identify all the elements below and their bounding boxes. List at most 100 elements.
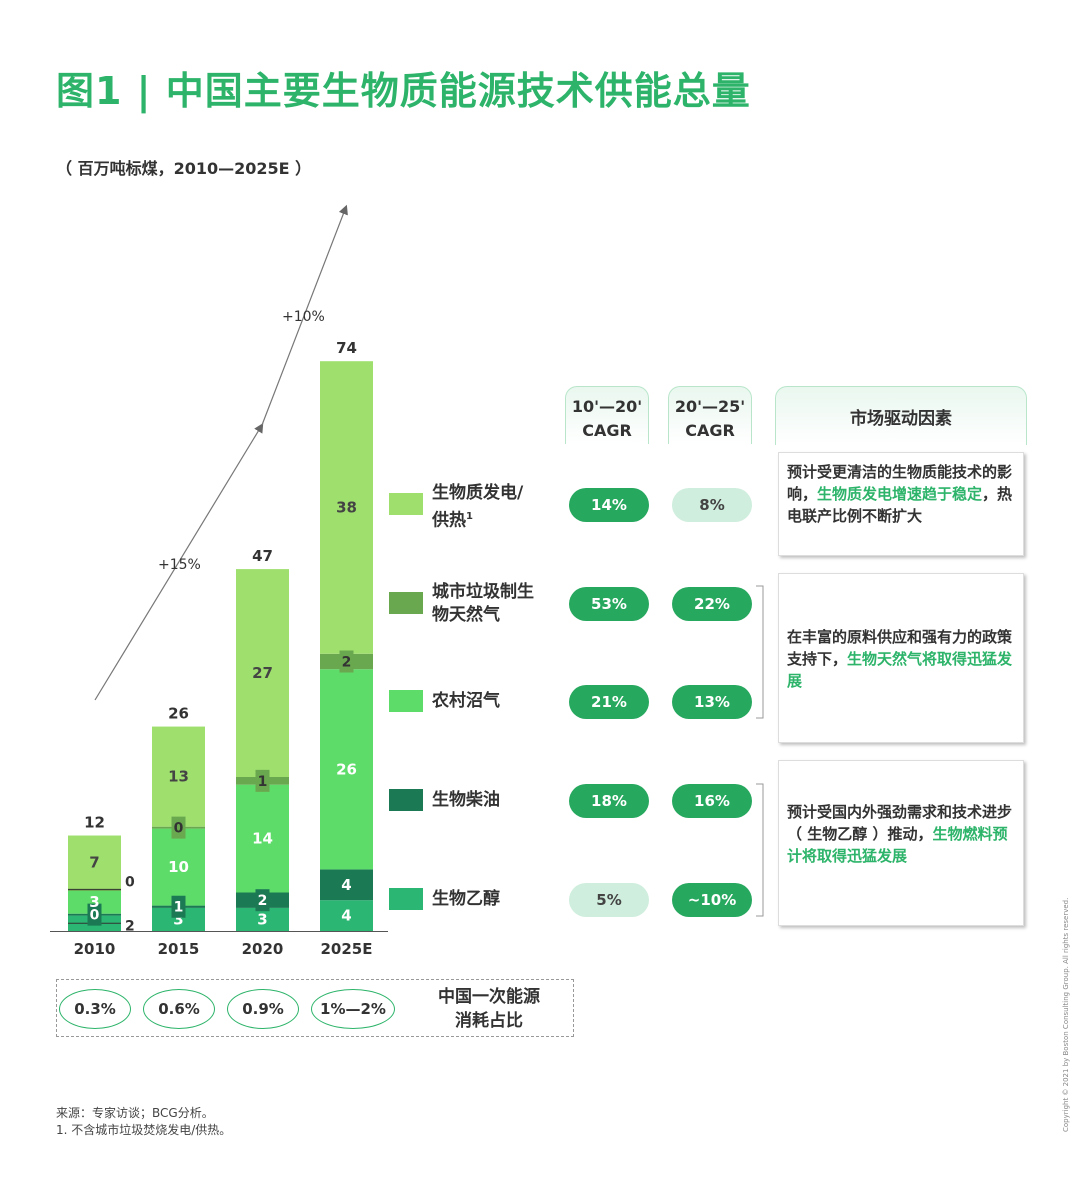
data-label: 10 [168,858,189,876]
legend-label-line: 物天然气 [432,605,500,625]
bar-segment [320,869,373,901]
energy-share-2010: 0.3% [59,989,131,1029]
energy-share-2015: 0.6% [143,989,215,1029]
legend-label-power-heat: 生物质发电/ 供热1 [432,482,523,533]
growth-arrow-2020-2025 [261,204,348,426]
bar-segment [236,784,289,893]
total-label: 47 [252,547,273,565]
cagr-10-20-bioethanol: 5% [569,883,649,917]
legend-swatch-power-heat [389,493,423,515]
bracket-biofuel [756,783,764,917]
cagr-header-period: 10'—20' [571,397,643,416]
driver-brackets [756,585,764,917]
source-line: 来源：专家访谈；BCG分析。 [56,1106,214,1120]
growth-arrows: +15% +10% [94,204,348,701]
growth-label: +15% [158,557,201,573]
data-label-box [171,816,186,839]
driver-power-heat: 预计受更清洁的生物质能技术的影响，生物质发电增速趋于稳定，热电联产比例不断扩大 [778,452,1024,556]
legend-label-line: 城市垃圾制生 [432,582,534,602]
chart-unit-subtitle: （ 百万吨标煤，2010—2025E ） [56,159,312,178]
cagr-header-20-25: 20'—25' CAGR [668,386,752,444]
energy-share-2025e: 1%—2% [311,989,395,1029]
driver-biofuel: 预计受国内外强劲需求和技术进步（ 生物乙醇 ）推动，生物燃料预计将取得迅猛发展 [778,760,1024,926]
driver-text: 预计受更清洁的生物质能技术的影响， [787,463,1013,503]
legend-label-line: 供热 [432,510,466,531]
data-label: 26 [336,760,357,778]
driver-highlight: 生物天然气将取得迅猛发展 [787,650,1013,690]
cagr-20-25-rural-biogas: 13% [672,685,752,719]
bar-segment [320,669,373,870]
x-tick-label: 2020 [242,940,284,958]
data-label: 7 [89,853,99,871]
cagr-10-20-power-heat: 14% [569,488,649,522]
data-label: 4 [341,876,351,894]
bar-segment [236,907,289,931]
cagr-10-20-rural-biogas: 21% [569,685,649,719]
bar-segment [152,828,205,906]
data-label-box [87,903,102,926]
bracket-biogas [756,585,764,719]
legend-label-rural-biogas: 农村沼气 [432,691,500,711]
cagr-20-25-bioethanol: ~10% [672,883,752,917]
data-label: 38 [336,499,357,517]
data-label: 0 [90,908,100,924]
legend-label-biogas: 城市垃圾制生 物天然气 [432,581,534,627]
cagr-20-25-power-heat: 8% [672,488,752,522]
drivers-header: 市场驱动因素 [775,386,1027,445]
cagr-header-10-20: 10'—20' CAGR [565,386,649,444]
data-label: 3 [257,910,267,928]
bar-segment [320,361,373,654]
data-label-box [171,895,186,918]
legend-swatch-biogas [389,592,423,614]
bar-segment [236,569,289,777]
bar-segment [68,889,121,891]
total-label: 74 [336,339,357,357]
bar-segment [152,726,205,827]
data-label: 1 [258,774,268,790]
data-label: 3 [173,910,183,928]
page-title: 图1 | 中国主要生物质能源技术供能总量 [56,69,751,113]
x-tick-label: 2025E [321,940,373,958]
cagr-20-25-biodiesel: 16% [672,784,752,818]
data-label-box [255,769,270,792]
data-label: 2 [125,918,135,934]
driver-highlight: 生物质发电增速趋于稳定 [817,485,983,503]
data-label: 1 [174,900,184,916]
legend-label-line: 生物质发电/ [432,483,524,503]
energy-share-2020: 0.9% [227,989,299,1029]
footnote-line: 1. 不含城市垃圾焚烧发电/供热。 [56,1123,232,1137]
footnote-marker: 1 [466,511,473,522]
x-tick-label: 2015 [158,940,200,958]
bar-segment [152,907,205,931]
bars-group: 2030712201031100132620153214127472020442… [50,339,388,958]
energy-share-label-line: 消耗占比 [455,1011,523,1031]
energy-share-box [56,979,574,1037]
bar-segment [68,890,121,914]
growth-arrow-2010-2020 [94,422,264,701]
driver-text: 预计受国内外强劲需求和技术进步（ 生物乙醇 ）推动， [787,803,1013,843]
energy-share-label: 中国一次能源 消耗占比 [424,985,554,1033]
x-tick-label: 2010 [74,940,116,958]
data-label: 4 [341,907,351,925]
data-label: 2 [342,655,352,671]
energy-share-label-line: 中国一次能源 [438,987,540,1007]
legend-swatch-bioethanol [389,888,423,910]
driver-biogas: 在丰富的原料供应和强有力的政策支持下，生物天然气将取得迅猛发展 [778,573,1024,743]
data-label: 0 [174,821,184,837]
cagr-10-20-biogas: 53% [569,587,649,621]
data-label: 0 [125,874,135,890]
data-label: 2 [258,893,268,909]
legend-label-biodiesel: 生物柴油 [432,790,500,810]
copyright-notice: Copyright © 2021 by Boston Consulting Gr… [1062,897,1070,1132]
driver-highlight: 生物燃料预计将取得迅猛发展 [787,825,1008,865]
data-label: 13 [168,768,189,786]
bar-segment [68,835,121,890]
cagr-header-label: CAGR [582,421,632,440]
legend-label-bioethanol: 生物乙醇 [432,889,500,909]
legend-swatch-biodiesel [389,789,423,811]
bar-segment [320,900,373,931]
cagr-header-period: 20'—25' [674,397,746,416]
data-label-box [255,889,270,912]
cagr-10-20-biodiesel: 18% [569,784,649,818]
